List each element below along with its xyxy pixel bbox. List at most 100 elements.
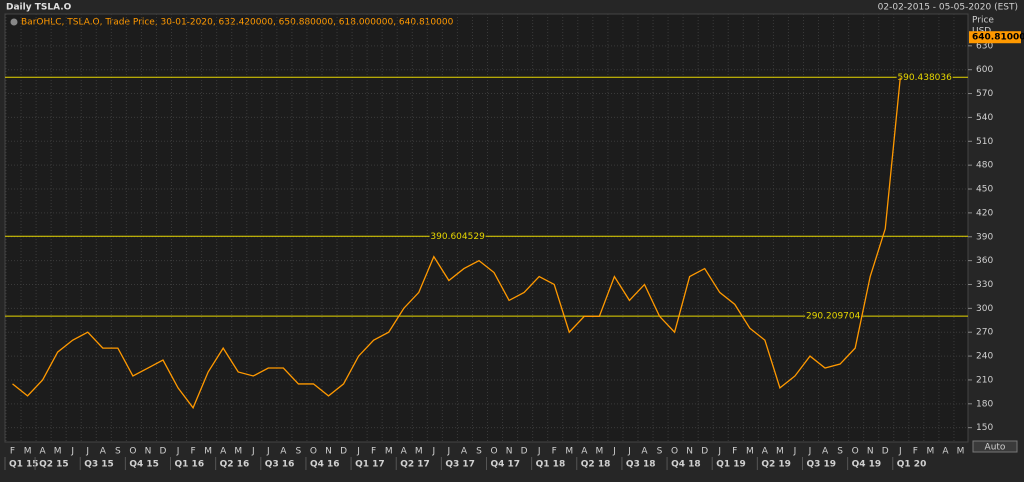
x-tick-label: M: [204, 447, 212, 457]
x-tick-label: D: [521, 447, 528, 457]
price-line: [12, 77, 901, 410]
x-tick-label: J: [356, 447, 360, 457]
x-tick-label: F: [10, 447, 15, 457]
y-tick-label: 600: [976, 65, 993, 75]
x-tick-label: M: [565, 447, 573, 457]
last-price-tag: [969, 31, 1021, 44]
x-tick-label: F: [552, 447, 557, 457]
x-tick-label: M: [385, 447, 393, 457]
x-tick-label: S: [476, 447, 482, 457]
quarter-label: Q2 15: [39, 460, 69, 470]
x-tick-label: F: [913, 447, 918, 457]
x-tick-label: M: [54, 447, 62, 457]
quarter-label: Q3 16: [265, 460, 295, 470]
legend-text: BarOHLC, TSLA.O, Trade Price, 30-01-2020…: [21, 18, 454, 28]
x-tick-label: A: [40, 447, 47, 457]
y-tick-label: 270: [976, 328, 993, 338]
y-tick-label: 570: [976, 89, 993, 99]
x-tick-label: A: [822, 447, 829, 457]
quarter-label: Q1 17: [355, 460, 385, 470]
x-tick-label: M: [595, 447, 603, 457]
x-tick-label: J: [432, 447, 436, 457]
y-tick-label: 210: [976, 375, 993, 385]
x-tick-label: N: [686, 447, 693, 457]
x-tick-label: A: [581, 447, 588, 457]
x-tick-label: O: [310, 447, 317, 457]
y-tick-label: 390: [976, 232, 993, 242]
x-tick-label: N: [145, 447, 152, 457]
x-tick-label: A: [401, 447, 408, 457]
level-label-bg: [805, 310, 862, 323]
level-label: 290.209704: [806, 312, 861, 322]
quarter-label: Q1 20: [897, 460, 927, 470]
x-tick-label: J: [898, 447, 902, 457]
y-tick-label: 360: [976, 256, 993, 266]
quarter-label: Q2 16: [220, 460, 250, 470]
x-tick-label: M: [24, 447, 32, 457]
x-tick-label: M: [746, 447, 754, 457]
x-tick-label: D: [160, 447, 167, 457]
y-tick-label: 180: [976, 399, 993, 409]
auto-button-label[interactable]: Auto: [985, 443, 1006, 453]
x-tick-label: A: [280, 447, 287, 457]
quarter-label: Q4 17: [491, 460, 521, 470]
quarter-label: Q3 17: [445, 460, 475, 470]
x-tick-label: A: [942, 447, 949, 457]
x-tick-label: J: [70, 447, 74, 457]
x-tick-label: M: [234, 447, 242, 457]
x-tick-label: O: [129, 447, 136, 457]
quarter-label: Q3 15: [84, 460, 114, 470]
level-label-bg: [896, 71, 953, 84]
quarter-label: Q1 18: [536, 460, 566, 470]
x-tick-label: J: [251, 447, 255, 457]
auto-button[interactable]: [972, 440, 1018, 453]
y-tick-label: 630: [976, 41, 993, 51]
x-tick-label: S: [115, 447, 121, 457]
y-tick-label: 420: [976, 208, 993, 218]
quarter-label: Q3 18: [626, 460, 656, 470]
legend-icon: [10, 18, 18, 26]
quarter-label: Q2 18: [581, 460, 611, 470]
quarter-label: Q4 19: [852, 460, 882, 470]
y-tick-label: 480: [976, 161, 993, 171]
x-tick-label: J: [176, 447, 180, 457]
quarter-label: Q1 16: [175, 460, 205, 470]
quarter-label: Q1 19: [716, 460, 746, 470]
level-label: 390.604529: [430, 232, 485, 242]
level-label-bg: [429, 230, 486, 243]
x-tick-label: J: [537, 447, 541, 457]
x-tick-label: J: [627, 447, 631, 457]
x-tick-label: J: [447, 447, 451, 457]
y-tick-label: 300: [976, 304, 993, 314]
x-tick-label: A: [641, 447, 648, 457]
x-tick-label: J: [85, 447, 89, 457]
x-tick-label: J: [612, 447, 616, 457]
x-tick-label: N: [325, 447, 332, 457]
x-tick-label: M: [776, 447, 784, 457]
quarter-label: Q2 17: [400, 460, 430, 470]
y-tick-label: 330: [976, 280, 993, 290]
quarter-label: Q3 19: [806, 460, 836, 470]
quarter-label: Q4 15: [129, 460, 159, 470]
x-tick-label: M: [415, 447, 423, 457]
y-tick-label: 510: [976, 137, 993, 147]
x-tick-label: F: [190, 447, 195, 457]
x-tick-label: O: [490, 447, 497, 457]
x-tick-label: J: [808, 447, 812, 457]
x-tick-label: S: [296, 447, 302, 457]
x-tick-label: M: [927, 447, 935, 457]
quarter-label: Q1 15: [9, 460, 39, 470]
x-tick-label: O: [671, 447, 678, 457]
last-price-label: 640.810000: [972, 33, 1024, 43]
x-tick-label: M: [957, 447, 965, 457]
x-tick-label: N: [506, 447, 513, 457]
x-tick-label: D: [701, 447, 708, 457]
x-tick-label: A: [461, 447, 468, 457]
quarter-label: Q2 19: [761, 460, 791, 470]
quarter-label: Q4 16: [310, 460, 340, 470]
level-label: 590.438036: [897, 73, 952, 83]
x-tick-label: A: [762, 447, 769, 457]
x-tick-label: J: [717, 447, 721, 457]
y-tick-label: 450: [976, 185, 993, 195]
